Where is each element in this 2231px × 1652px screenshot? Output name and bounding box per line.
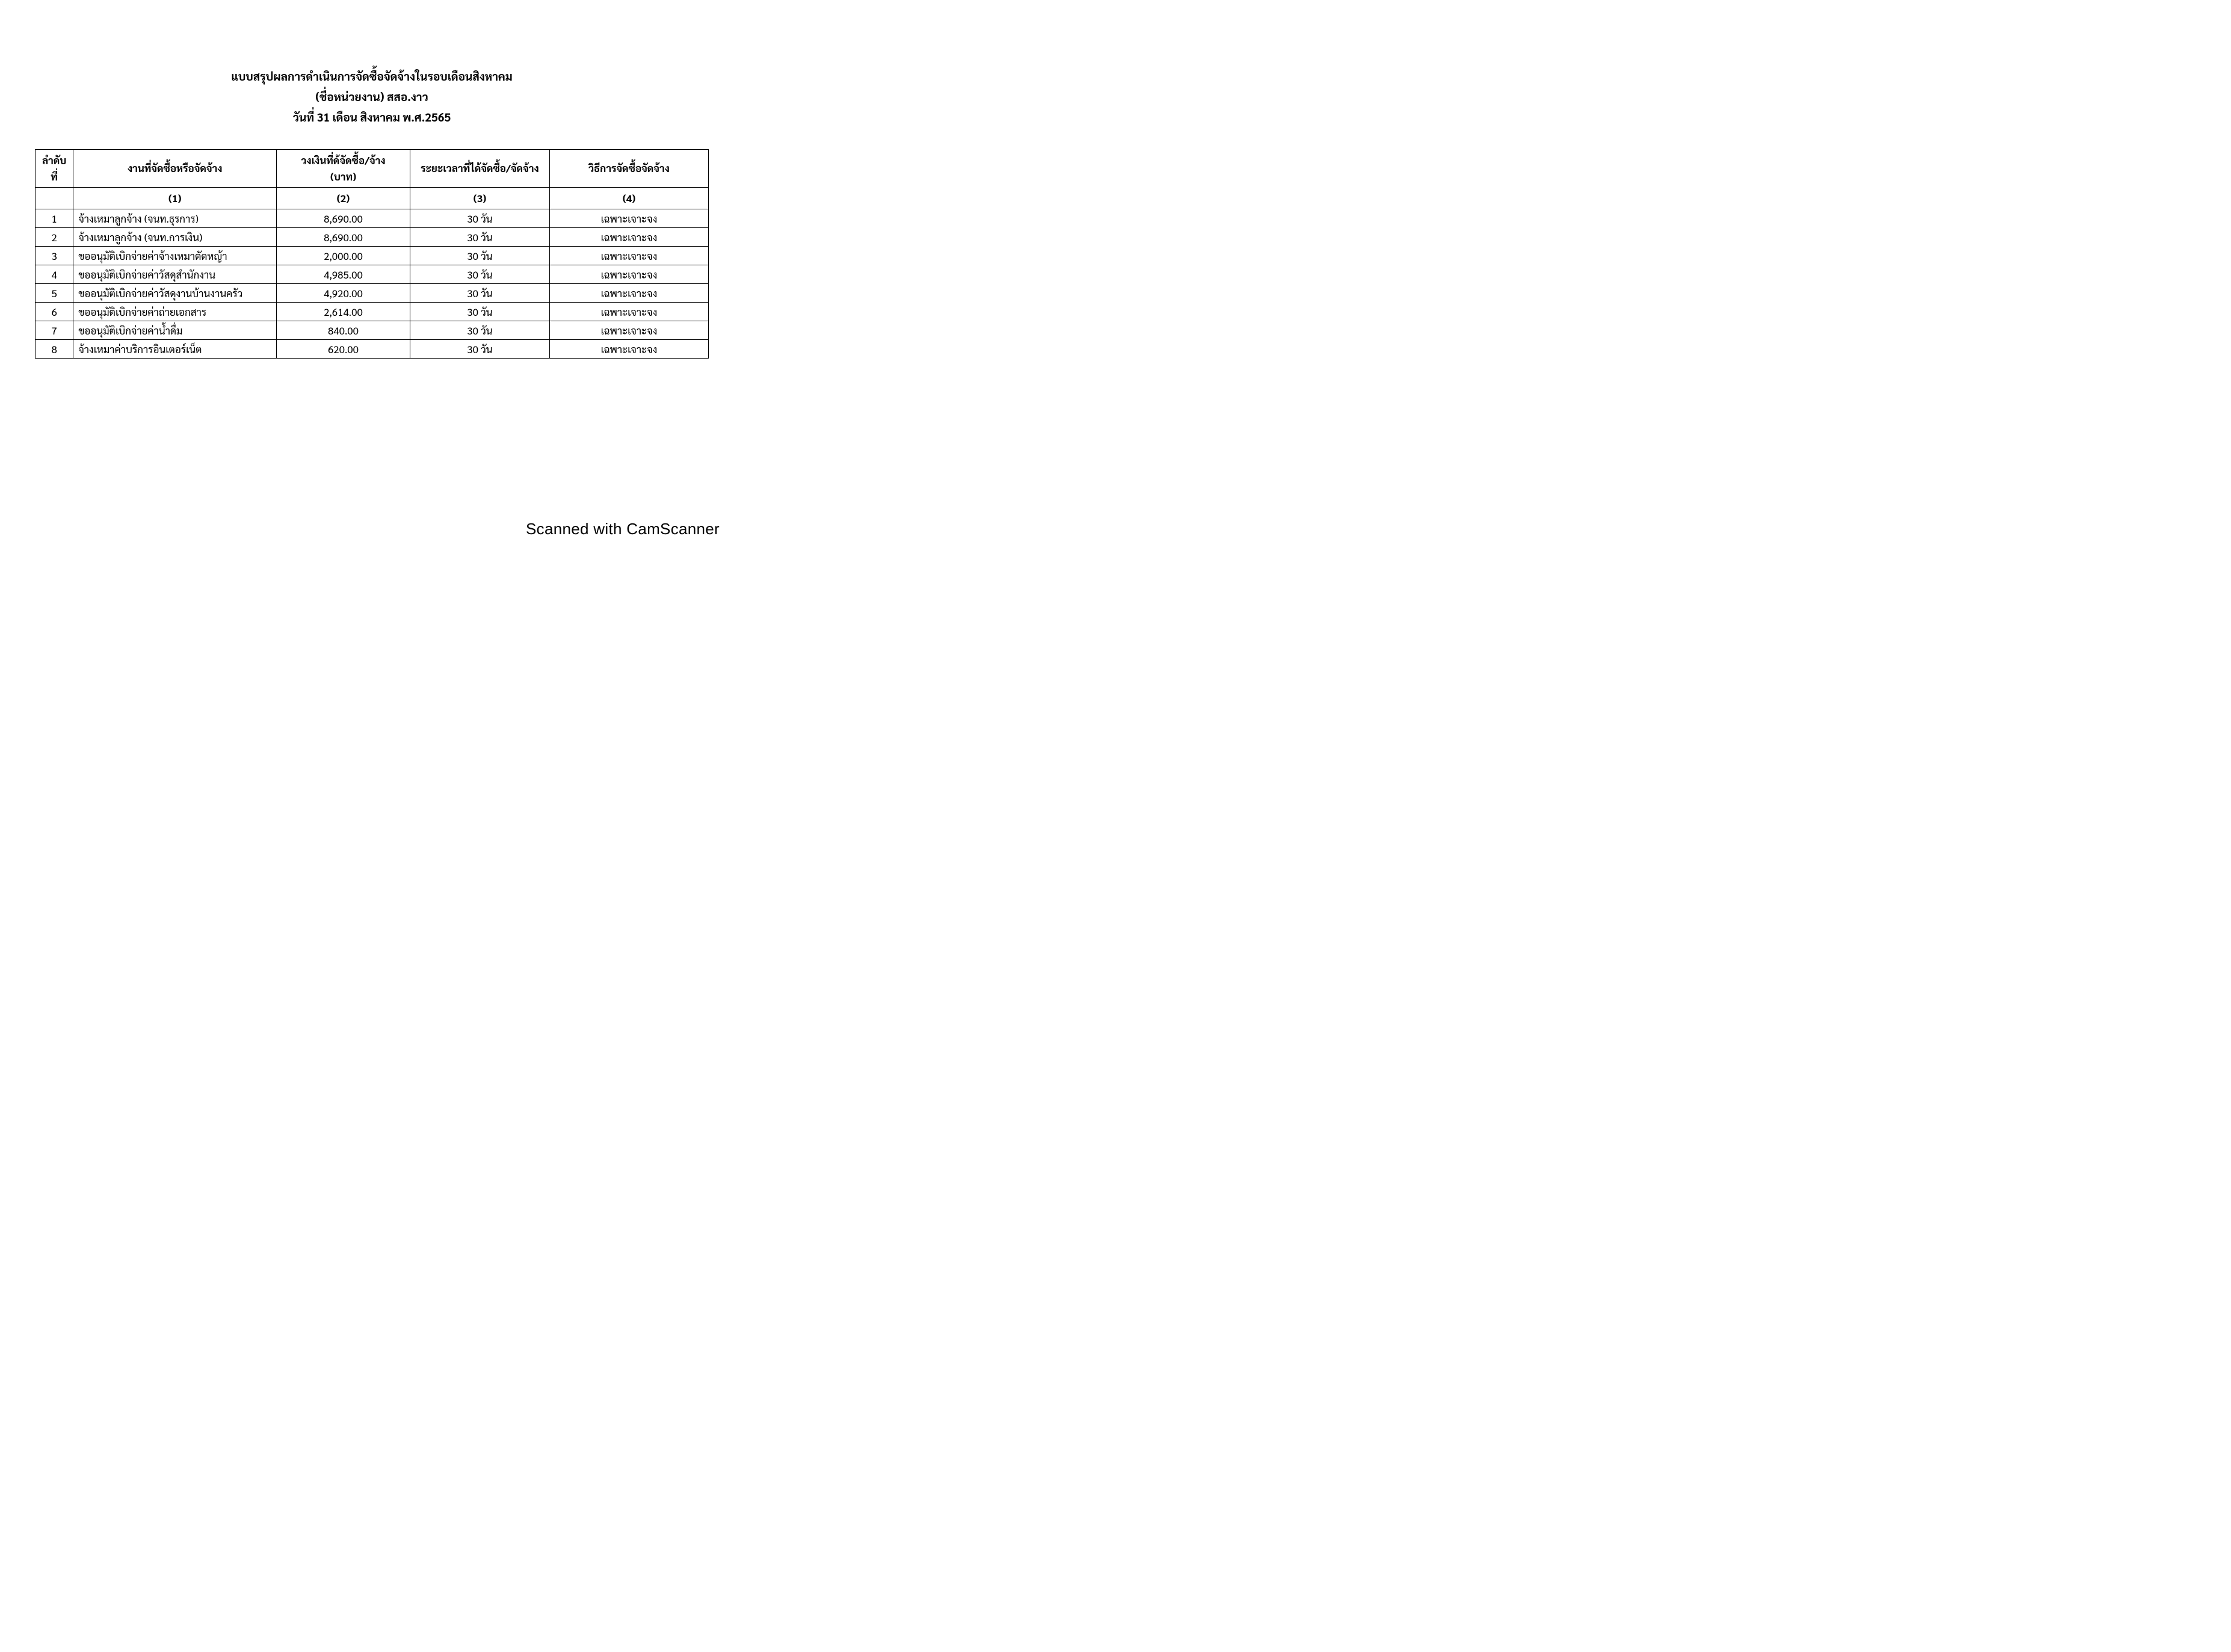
document-header: แบบสรุปผลการดำเนินการจัดซื้อจัดจ้างในรอบ… — [35, 66, 709, 128]
cell-desc: ขออนุมัติเบิกจ่ายค่าวัสดุสำนักงาน — [73, 265, 277, 284]
th-method: วิธีการจัดซื้อจัดจ้าง — [550, 149, 709, 187]
cell-method: เฉพาะเจาะจง — [550, 209, 709, 228]
cell-method: เฉพาะเจาะจง — [550, 247, 709, 265]
cell-period: 30 วัน — [410, 247, 549, 265]
sub-c4: (3) — [410, 187, 549, 209]
cell-amount: 840.00 — [277, 321, 410, 340]
cell-amount: 8,690.00 — [277, 209, 410, 228]
th-index: ลำดับที่ — [35, 149, 73, 187]
cell-amount: 8,690.00 — [277, 228, 410, 247]
document-page: แบบสรุปผลการดำเนินการจัดซื้อจัดจ้างในรอบ… — [0, 0, 744, 359]
cell-index: 7 — [35, 321, 73, 340]
title-line-1: แบบสรุปผลการดำเนินการจัดซื้อจัดจ้างในรอบ… — [35, 66, 709, 87]
header-row-main: ลำดับที่ งานที่จัดซื้อหรือจัดจ้าง วงเงิน… — [35, 149, 709, 187]
cell-desc: ขออนุมัติเบิกจ่ายค่าถ่ายเอกสาร — [73, 303, 277, 321]
th-amount: วงเงินที่ด้จัดซื้อ/จ้าง (บาท) — [277, 149, 410, 187]
cell-index: 8 — [35, 340, 73, 359]
cell-period: 30 วัน — [410, 228, 549, 247]
cell-method: เฉพาะเจาะจง — [550, 321, 709, 340]
table-row: 8จ้างเหมาค่าบริการอินเตอร์เน็ต620.0030 ว… — [35, 340, 709, 359]
cell-method: เฉพาะเจาะจง — [550, 340, 709, 359]
cell-desc: จ้างเหมาลูกจ้าง (จนท.ธุรการ) — [73, 209, 277, 228]
cell-desc: จ้างเหมาลูกจ้าง (จนท.การเงิน) — [73, 228, 277, 247]
cell-period: 30 วัน — [410, 340, 549, 359]
cell-amount: 2,614.00 — [277, 303, 410, 321]
cell-method: เฉพาะเจาะจง — [550, 228, 709, 247]
cell-method: เฉพาะเจาะจง — [550, 303, 709, 321]
cell-desc: จ้างเหมาค่าบริการอินเตอร์เน็ต — [73, 340, 277, 359]
table-row: 6ขออนุมัติเบิกจ่ายค่าถ่ายเอกสาร2,614.003… — [35, 303, 709, 321]
table-row: 7ขออนุมัติเบิกจ่ายค่าน้ำดื่ม840.0030 วัน… — [35, 321, 709, 340]
cell-index: 5 — [35, 284, 73, 303]
cell-period: 30 วัน — [410, 265, 549, 284]
table-row: 5ขออนุมัติเบิกจ่ายค่าวัสดุงานบ้านงานครัว… — [35, 284, 709, 303]
cell-desc: ขออนุมัติเบิกจ่ายค่าน้ำดื่ม — [73, 321, 277, 340]
cell-period: 30 วัน — [410, 321, 549, 340]
header-row-sub: (1) (2) (3) (4) — [35, 187, 709, 209]
sub-c2: (1) — [73, 187, 277, 209]
table-row: 2จ้างเหมาลูกจ้าง (จนท.การเงิน)8,690.0030… — [35, 228, 709, 247]
cell-index: 6 — [35, 303, 73, 321]
cell-desc: ขออนุมัติเบิกจ่ายค่าจ้างเหมาตัดหญ้า — [73, 247, 277, 265]
cell-desc: ขออนุมัติเบิกจ่ายค่าวัสดุงานบ้านงานครัว — [73, 284, 277, 303]
table-row: 3ขออนุมัติเบิกจ่ายค่าจ้างเหมาตัดหญ้า2,00… — [35, 247, 709, 265]
procurement-table: ลำดับที่ งานที่จัดซื้อหรือจัดจ้าง วงเงิน… — [35, 149, 709, 359]
cell-amount: 4,985.00 — [277, 265, 410, 284]
sub-c3: (2) — [277, 187, 410, 209]
cell-amount: 4,920.00 — [277, 284, 410, 303]
table-row: 1จ้างเหมาลูกจ้าง (จนท.ธุรการ)8,690.0030 … — [35, 209, 709, 228]
th-amount-l1: วงเงินที่ด้จัดซื้อ/จ้าง — [301, 153, 385, 167]
cell-method: เฉพาะเจาะจง — [550, 284, 709, 303]
cell-amount: 620.00 — [277, 340, 410, 359]
scanner-watermark: Scanned with CamScanner — [526, 520, 720, 538]
cell-period: 30 วัน — [410, 303, 549, 321]
cell-index: 3 — [35, 247, 73, 265]
th-desc: งานที่จัดซื้อหรือจัดจ้าง — [73, 149, 277, 187]
title-line-2: (ชื่อหน่วยงาน) สสอ.งาว — [35, 87, 709, 107]
cell-index: 4 — [35, 265, 73, 284]
cell-method: เฉพาะเจาะจง — [550, 265, 709, 284]
cell-period: 30 วัน — [410, 209, 549, 228]
cell-amount: 2,000.00 — [277, 247, 410, 265]
th-amount-l2: (บาท) — [330, 170, 356, 183]
cell-index: 1 — [35, 209, 73, 228]
table-head: ลำดับที่ งานที่จัดซื้อหรือจัดจ้าง วงเงิน… — [35, 149, 709, 209]
th-period: ระยะเวลาที่ได้จัดซื้อ/จัดจ้าง — [410, 149, 549, 187]
table-row: 4ขออนุมัติเบิกจ่ายค่าวัสดุสำนักงาน4,985.… — [35, 265, 709, 284]
title-line-3: วันที่ 31 เดือน สิงหาคม พ.ศ.2565 — [35, 107, 709, 128]
sub-c1 — [35, 187, 73, 209]
cell-index: 2 — [35, 228, 73, 247]
table-body: 1จ้างเหมาลูกจ้าง (จนท.ธุรการ)8,690.0030 … — [35, 209, 709, 359]
cell-period: 30 วัน — [410, 284, 549, 303]
sub-c5: (4) — [550, 187, 709, 209]
